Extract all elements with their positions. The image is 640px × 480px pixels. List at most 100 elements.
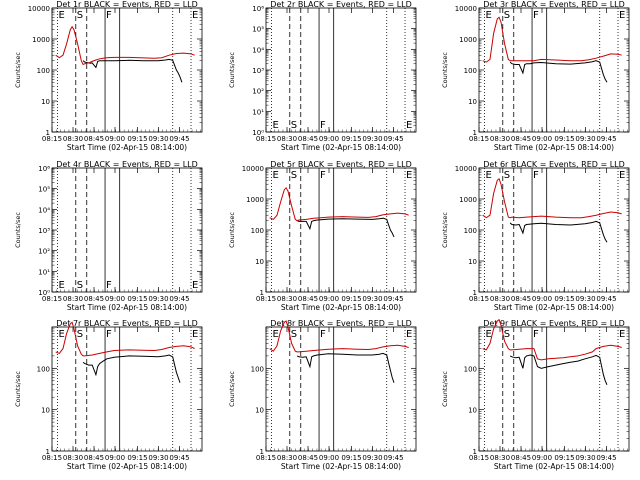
x-tick-label: 09:45 (169, 135, 189, 143)
y-tick-label: 10³ (252, 67, 264, 75)
x-tick-label: 09:00 (105, 295, 125, 303)
x-tick-label: 09:00 (319, 454, 339, 462)
panel-det-8: Det 8r BLACK = Events, RED = LLD 1 10 100 Co… (228, 319, 417, 471)
panels-container: Det 1r BLACK = Events, RED = LLD11010010… (14, 0, 630, 471)
panel-title: Det 6r BLACK = Events, RED = LLD (483, 160, 625, 169)
marker-label-s: S (291, 120, 297, 131)
marker-label-e: E (619, 170, 625, 181)
marker-label-e: E (272, 170, 278, 181)
x-tick-label: 09:00 (105, 135, 125, 143)
y-tick-label: 10⁰ (252, 129, 264, 137)
x-tick-label: 09:30 (148, 454, 168, 462)
marker-label-s: S (291, 329, 297, 340)
x-tick-label: 09:15 (554, 295, 574, 303)
panel-title: Det 4r BLACK = Events, RED = LLD (56, 160, 198, 169)
plot-frame (478, 326, 630, 452)
y-axis-label: Counts/sec (441, 212, 449, 248)
y-tick-label: 1000 (32, 36, 50, 44)
marker-label-f: F (533, 10, 539, 21)
series-events (509, 354, 608, 386)
series-events (296, 217, 395, 238)
panel-det-4: Det 4r BLACK = Events, RED = LLD 10⁰ 10¹ 10… (14, 160, 203, 312)
marker-label-e: E (619, 329, 625, 340)
marker-label-s: S (504, 10, 510, 21)
x-tick-label: 08:30 (63, 454, 83, 462)
x-tick-label: 08:30 (490, 135, 510, 143)
x-tick-label: 08:30 (490, 295, 510, 303)
x-axis-label: Start Time (02-Apr-15 08:14:00) (281, 143, 401, 152)
panel-det-9: Det 9r BLACK = Events, RED = LLD 1 10 100 Co… (441, 318, 630, 471)
x-axis-label: Start Time (02-Apr-15 08:14:00) (67, 462, 187, 471)
x-tick-label: 09:45 (383, 135, 403, 143)
x-tick-label: 08:45 (511, 135, 531, 143)
y-tick-label: 10⁵ (38, 186, 50, 194)
y-tick-label: 100 (37, 365, 50, 373)
y-tick-label: 1 (46, 448, 50, 456)
y-tick-label: 1000 (459, 36, 477, 44)
y-tick-label: 100 (464, 227, 477, 235)
x-tick-label: 08:15 (42, 295, 62, 303)
panel-det-3: Det 3r BLACK = Events, RED = LLD 1 10 100 10… (441, 0, 630, 152)
x-tick-label: 09:30 (575, 295, 595, 303)
y-tick-label: 1 (473, 448, 477, 456)
y-axis-label: Counts/sec (441, 371, 449, 407)
y-tick-label: 1 (46, 129, 50, 137)
y-tick-label: 1 (260, 289, 264, 297)
x-tick-label: 08:30 (277, 295, 297, 303)
panel-title: Det 7r BLACK = Events, RED = LLD (56, 319, 198, 328)
marker-label-e: E (619, 10, 625, 21)
marker-label-f: F (533, 170, 539, 181)
y-axis-label: Counts/sec (14, 52, 22, 88)
panel-title: Det 1r BLACK = Events, RED = LLD (56, 0, 198, 9)
y-tick-label: 100 (464, 67, 477, 75)
y-tick-label: 10000 (242, 165, 264, 173)
x-axis-label: Start Time (02-Apr-15 08:14:00) (67, 143, 187, 152)
x-tick-label: 08:30 (277, 454, 297, 462)
y-tick-label: 10² (252, 88, 264, 96)
x-tick-label: 08:30 (490, 454, 510, 462)
y-tick-label: 10⁶ (252, 5, 264, 13)
x-tick-label: 08:45 (84, 135, 104, 143)
marker-label-s: S (77, 329, 83, 340)
x-tick-label: 09:45 (169, 295, 189, 303)
y-tick-label: 10⁴ (252, 46, 264, 54)
y-tick-label: 10000 (455, 5, 477, 13)
x-tick-label: 09:15 (554, 135, 574, 143)
y-tick-label: 100 (251, 365, 264, 373)
x-tick-label: 09:30 (148, 295, 168, 303)
x-tick-label: 09:30 (575, 135, 595, 143)
panel-det-7: Det 7r BLACK = Events, RED = LLD 1 10 100 Co… (14, 319, 203, 471)
panel-det-2: Det 2r BLACK = Events, RED = LLD 10⁰ 10¹ 10… (228, 0, 417, 152)
series-lld (269, 186, 409, 222)
x-tick-label: 08:15 (42, 454, 62, 462)
marker-label-f: F (106, 280, 112, 291)
y-axis-label: Counts/sec (228, 212, 236, 248)
x-tick-label: 08:45 (84, 454, 104, 462)
y-tick-label: 10 (255, 258, 264, 266)
series-events (509, 220, 608, 243)
x-tick-label: 08:15 (256, 454, 276, 462)
x-tick-label: 08:45 (298, 454, 318, 462)
x-tick-label: 09:15 (127, 295, 147, 303)
x-tick-label: 09:45 (596, 295, 616, 303)
y-tick-label: 1000 (246, 196, 264, 204)
x-tick-label: 09:30 (362, 135, 382, 143)
marker-label-e: E (485, 10, 491, 21)
y-tick-label: 10¹ (38, 268, 50, 276)
marker-label-e: E (58, 280, 64, 291)
marker-label-f: F (320, 170, 326, 181)
y-tick-label: 100 (251, 227, 264, 235)
y-tick-label: 1 (473, 289, 477, 297)
y-axis-label: Counts/sec (228, 52, 236, 88)
marker-label-e: E (192, 329, 198, 340)
x-tick-label: 08:15 (469, 454, 489, 462)
series-events (509, 60, 608, 83)
x-axis-label: Start Time (02-Apr-15 08:14:00) (281, 462, 401, 471)
y-tick-label: 10⁴ (38, 206, 50, 214)
y-tick-label: 100 (37, 67, 50, 75)
marker-label-s: S (77, 280, 83, 291)
x-tick-label: 08:30 (63, 295, 83, 303)
x-tick-label: 09:15 (341, 295, 361, 303)
series-lld (482, 16, 622, 63)
marker-label-f: F (320, 329, 326, 340)
